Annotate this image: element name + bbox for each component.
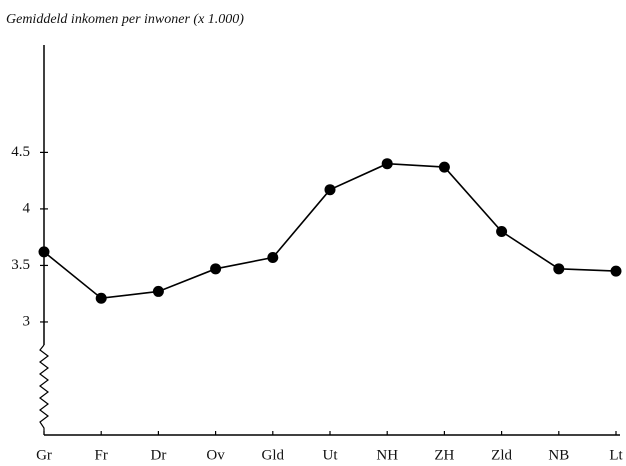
line <box>43 162 617 300</box>
x-tick-label: Dr <box>150 447 166 463</box>
x-tick-label: Gr <box>36 447 52 463</box>
point <box>267 252 279 264</box>
point <box>152 285 164 297</box>
point <box>95 292 107 304</box>
x-tick-label: Gld <box>262 447 285 463</box>
y-tick-label: 3 <box>23 313 31 329</box>
axis-break <box>39 344 49 435</box>
chart-title: Gemiddeld inkomen per inwoner (x 1.000) <box>6 12 244 27</box>
x-tick-label: Zld <box>491 447 512 463</box>
point <box>38 246 50 258</box>
point <box>553 263 565 275</box>
x-tick-label: Lt <box>609 447 623 463</box>
x-tick-label: ZH <box>434 447 454 463</box>
point <box>324 184 336 196</box>
y-tick-label: 4 <box>23 200 31 216</box>
y-tick-label: 4.5 <box>11 144 30 160</box>
x-tick-label: NB <box>548 447 569 463</box>
y-tick-label: 3.5 <box>11 257 30 273</box>
x-tick-label: Ov <box>206 447 225 463</box>
point <box>496 226 508 238</box>
x-tick-label: Ut <box>323 447 339 463</box>
point <box>610 265 622 277</box>
point <box>381 158 393 170</box>
point <box>210 263 222 275</box>
x-tick-label: Fr <box>95 447 108 463</box>
x-tick-label: NH <box>376 447 398 463</box>
point <box>438 161 450 173</box>
